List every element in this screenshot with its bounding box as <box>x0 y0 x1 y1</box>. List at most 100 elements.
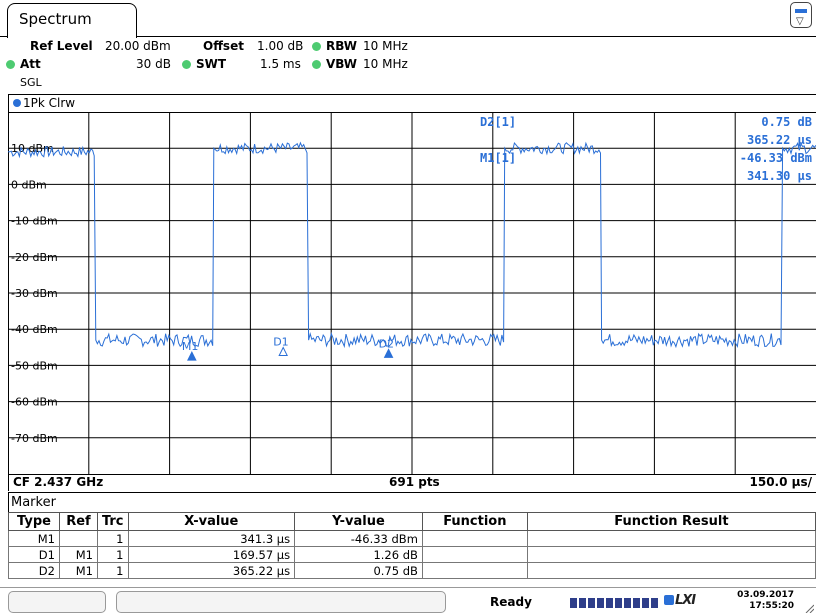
status-bar: Ready LXI 03.09.2017 17:55:20 <box>0 587 816 615</box>
marker-d2-label: D2 <box>379 337 394 350</box>
swt-coupled-dot <box>182 57 191 71</box>
progress-bar <box>570 598 658 608</box>
offset-label: Offset <box>203 39 244 53</box>
y-tick-label: -20 dBm <box>11 251 58 264</box>
vbw-value: 10 MHz <box>363 57 408 71</box>
att-label: Att <box>20 57 41 71</box>
cell-function <box>421 562 528 579</box>
cell-y-value: 1.26 dB <box>294 546 423 563</box>
trace-group <box>8 141 816 349</box>
col-y-value: Y-value <box>294 512 423 531</box>
readout-d2-label: D2[1] <box>480 115 516 129</box>
cell-function <box>421 546 528 563</box>
marker-d2-symbol <box>383 348 394 358</box>
col-ref: Ref <box>58 512 98 531</box>
marker-d1-label: D1 <box>273 336 288 349</box>
trace-line <box>8 141 816 349</box>
cell-function-result <box>526 562 816 579</box>
plot-grid <box>8 112 816 474</box>
cell-trc: 1 <box>96 546 129 563</box>
resize-grip-icon <box>805 604 814 613</box>
vbw-label: VBW <box>326 57 358 71</box>
trace-label-row: 1Pk Clrw <box>8 94 816 112</box>
softkey-slot-2[interactable] <box>116 591 446 613</box>
spectrum-plot[interactable]: 10 dBm 0 dBm -10 dBm -20 dBm -30 dBm -40 dBm -… <box>8 112 816 474</box>
cell-ref: M1 <box>58 562 98 579</box>
cell-function <box>421 530 528 547</box>
status-time: 17:55:20 <box>749 601 794 611</box>
trace-label: 1Pk Clrw <box>23 96 76 110</box>
rbw-coupled-dot <box>312 39 321 53</box>
tab-spectrum-label: Spectrum <box>19 10 92 28</box>
cell-x-value: 341.3 µs <box>127 530 296 547</box>
readout-m1-label: M1[1] <box>480 151 516 165</box>
cell-y-value: 0.75 dB <box>294 562 423 579</box>
cell-type: D2 <box>8 562 60 579</box>
y-tick-label: 10 dBm <box>11 142 54 155</box>
rbw-label: RBW <box>326 39 357 53</box>
trace-color-dot <box>13 99 21 107</box>
marker-m1-symbol <box>187 350 197 361</box>
marker-title-text: Marker <box>11 495 56 510</box>
cell-trc: 1 <box>96 530 129 547</box>
readout-d2-x: 365.22 µs <box>747 133 812 147</box>
rbw-value: 10 MHz <box>363 39 408 53</box>
col-type: Type <box>8 512 60 531</box>
offset-value: 1.00 dB <box>257 39 304 53</box>
cell-x-value: 169.57 µs <box>127 546 296 563</box>
status-date: 03.09.2017 <box>737 590 794 600</box>
marker-table-title: Marker <box>8 492 816 512</box>
readout-m1-value: -46.33 dBm <box>740 151 812 165</box>
screen-layout-icon[interactable]: ▽ <box>790 2 812 28</box>
markers-group: M1 D1 D2 <box>182 336 394 361</box>
col-function: Function <box>421 512 528 531</box>
softkey-slot-1[interactable] <box>8 591 106 613</box>
cell-trc: 1 <box>96 562 129 579</box>
status-ready: Ready <box>490 595 532 609</box>
marker-d1-symbol <box>278 346 288 357</box>
col-function-result: Function Result <box>526 512 816 531</box>
att-coupled-dot <box>6 57 15 71</box>
ref-level-value: 20.00 dBm <box>105 39 171 53</box>
att-value: 30 dB <box>136 57 171 71</box>
cell-type: D1 <box>8 546 60 563</box>
readout-d2-value: 0.75 dB <box>761 115 812 129</box>
readout-m1-x: 341.30 µs <box>747 169 812 183</box>
swt-value: 1.5 ms <box>260 57 301 71</box>
y-tick-label: -10 dBm <box>11 215 58 228</box>
y-tick-label: -40 dBm <box>11 323 58 336</box>
col-trc: Trc <box>96 512 129 531</box>
y-tick-label: -50 dBm <box>11 359 58 372</box>
table-row[interactable]: D1 M1 1 169.57 µs 1.26 dB <box>8 546 816 563</box>
sweep-points: 691 pts <box>389 475 440 489</box>
y-tick-label: 0 dBm <box>11 178 47 191</box>
cell-function-result <box>526 546 816 563</box>
cell-ref: M1 <box>58 546 98 563</box>
y-tick-label: -60 dBm <box>11 396 58 409</box>
swt-label: SWT <box>196 57 227 71</box>
marker-m1-label: M1 <box>182 340 199 353</box>
lxi-logo-icon: LXI <box>664 593 696 608</box>
col-x-value: X-value <box>127 512 296 531</box>
tab-bar: Spectrum ▽ <box>0 0 816 38</box>
plot-footer: CF 2.437 GHz 691 pts 150.0 µs/ <box>8 474 816 491</box>
cell-function-result <box>526 530 816 547</box>
marker-table: Type Ref Trc X-value Y-value Function Fu… <box>8 512 816 579</box>
tab-spectrum[interactable]: Spectrum <box>7 3 137 38</box>
y-axis-ticks: 10 dBm 0 dBm -10 dBm -20 dBm -30 dBm -40 dBm -… <box>11 142 58 445</box>
center-frequency: CF 2.437 GHz <box>13 475 104 489</box>
sweep-mode: SGL <box>20 76 42 89</box>
cell-y-value: -46.33 dBm <box>294 530 423 547</box>
table-row[interactable]: M1 1 341.3 µs -46.33 dBm <box>8 530 816 547</box>
ref-level-label: Ref Level <box>30 39 93 53</box>
cell-type: M1 <box>8 530 60 547</box>
y-tick-label: -30 dBm <box>11 287 58 300</box>
date-time: 03.09.2017 17:55:20 <box>736 590 794 612</box>
y-tick-label: -70 dBm <box>11 432 58 445</box>
table-row[interactable]: D2 M1 1 365.22 µs 0.75 dB <box>8 562 816 579</box>
cell-ref <box>58 530 98 547</box>
cell-x-value: 365.22 µs <box>127 562 296 579</box>
settings-panel: Ref Level 20.00 dBm Offset 1.00 dB RBW 1… <box>0 38 816 94</box>
marker-table-header: Type Ref Trc X-value Y-value Function Fu… <box>8 512 816 531</box>
marker-readout: D2[1] 0.75 dB 365.22 µs M1[1] -46.33 dBm… <box>480 115 812 183</box>
